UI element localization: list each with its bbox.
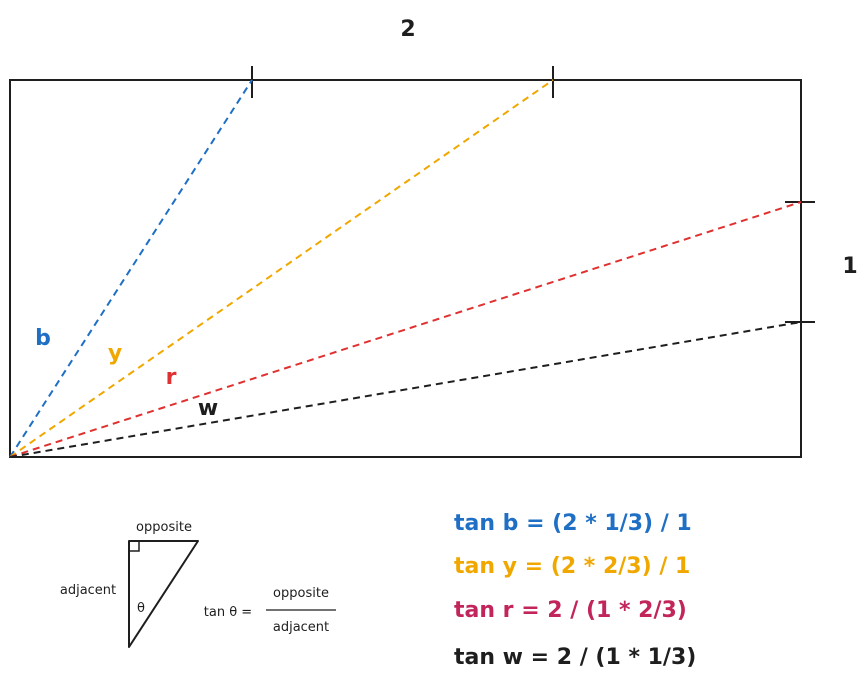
line-y bbox=[9, 79, 554, 458]
formula-left: tan θ = bbox=[204, 605, 252, 620]
height-label: 1 bbox=[842, 254, 857, 279]
label-w: w bbox=[198, 396, 218, 421]
right-angle-marker bbox=[129, 541, 140, 552]
formula-numerator: opposite bbox=[273, 586, 329, 601]
triangle-angle-label: θ bbox=[137, 601, 145, 616]
label-y: y bbox=[108, 341, 122, 366]
width-label: 2 bbox=[400, 17, 415, 42]
reference-triangle bbox=[128, 540, 199, 648]
label-r: r bbox=[166, 365, 177, 390]
equation-b: tan b = (2 * 1/3) / 1 bbox=[454, 511, 692, 536]
equation-r: tan r = 2 / (1 * 2/3) bbox=[454, 598, 687, 623]
rectangle bbox=[9, 79, 802, 458]
triangle-adjacent-label: adjacent bbox=[60, 583, 116, 598]
equation-w: tan w = 2 / (1 * 1/3) bbox=[454, 645, 696, 670]
line-r bbox=[9, 201, 802, 458]
equation-y: tan y = (2 * 2/3) / 1 bbox=[454, 554, 690, 579]
line-w bbox=[9, 321, 802, 458]
triangle-opposite-label: opposite bbox=[136, 520, 192, 535]
line-b bbox=[9, 79, 253, 458]
label-b: b bbox=[35, 326, 51, 351]
formula-denominator: adjacent bbox=[273, 620, 329, 635]
